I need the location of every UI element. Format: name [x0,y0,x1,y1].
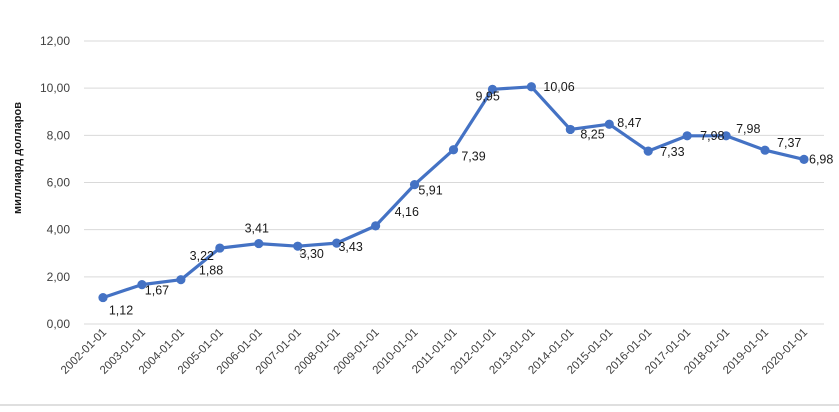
data-label: 6,98 [809,152,833,166]
data-point [448,145,459,155]
y-tick-label: 10,00 [40,81,70,95]
y-tick-label: 4,00 [47,223,71,237]
data-label: 1,67 [145,284,169,298]
data-point [332,238,342,248]
data-point [409,180,420,190]
data-label: 7,39 [461,150,485,164]
data-point [137,280,147,290]
data-label: 9,95 [475,89,499,103]
data-label: 3,22 [190,249,214,263]
data-label: 7,98 [736,122,760,136]
data-label: 1,12 [109,304,133,318]
y-tick-label: 6,00 [47,176,71,190]
data-point [526,82,536,92]
data-point [721,131,731,141]
data-point [682,131,692,141]
data-label: 3,30 [300,247,324,261]
y-tick-label: 0,00 [47,317,71,331]
data-label: 1,88 [199,264,223,278]
data-point [176,275,186,285]
data-label: 3,43 [338,240,362,254]
data-labels: 1,12 1,67 1,883,22 3,41 3,30 3,43 4,16 5,91 7,39… [109,80,834,318]
data-label: 8,25 [580,127,604,141]
data-point [799,154,809,164]
gridlines [84,40,824,325]
data-point [760,145,770,155]
y-tick-label: 2,00 [47,270,71,284]
data-point [371,221,381,231]
data-label: 7,37 [777,136,801,150]
y-axis-ticks: 0,00 2,00 4,00 6,00 8,00 10,00 12,00 [40,34,70,331]
data-point [98,292,108,303]
y-tick-label: 8,00 [47,128,71,142]
data-label: 4,16 [395,205,419,219]
data-point [254,238,264,249]
data-label: 10,06 [543,80,574,94]
data-point [565,124,575,135]
data-label: 7,33 [660,145,684,159]
data-point [293,241,303,251]
data-label: 3,41 [245,222,269,236]
data-label: 5,91 [418,184,442,198]
data-label: 8,47 [617,116,641,130]
y-tick-label: 12,00 [40,34,70,48]
y-axis-label: миллиард долларов [12,102,24,214]
data-point [604,119,614,129]
data-point [487,84,498,94]
data-point [215,243,225,253]
data-label: 7,98 [700,129,724,143]
data-points [98,82,809,303]
data-point [643,146,653,156]
x-axis-ticks: 2002-01-012003-01-012004-01-012005-01-01… [59,327,810,377]
